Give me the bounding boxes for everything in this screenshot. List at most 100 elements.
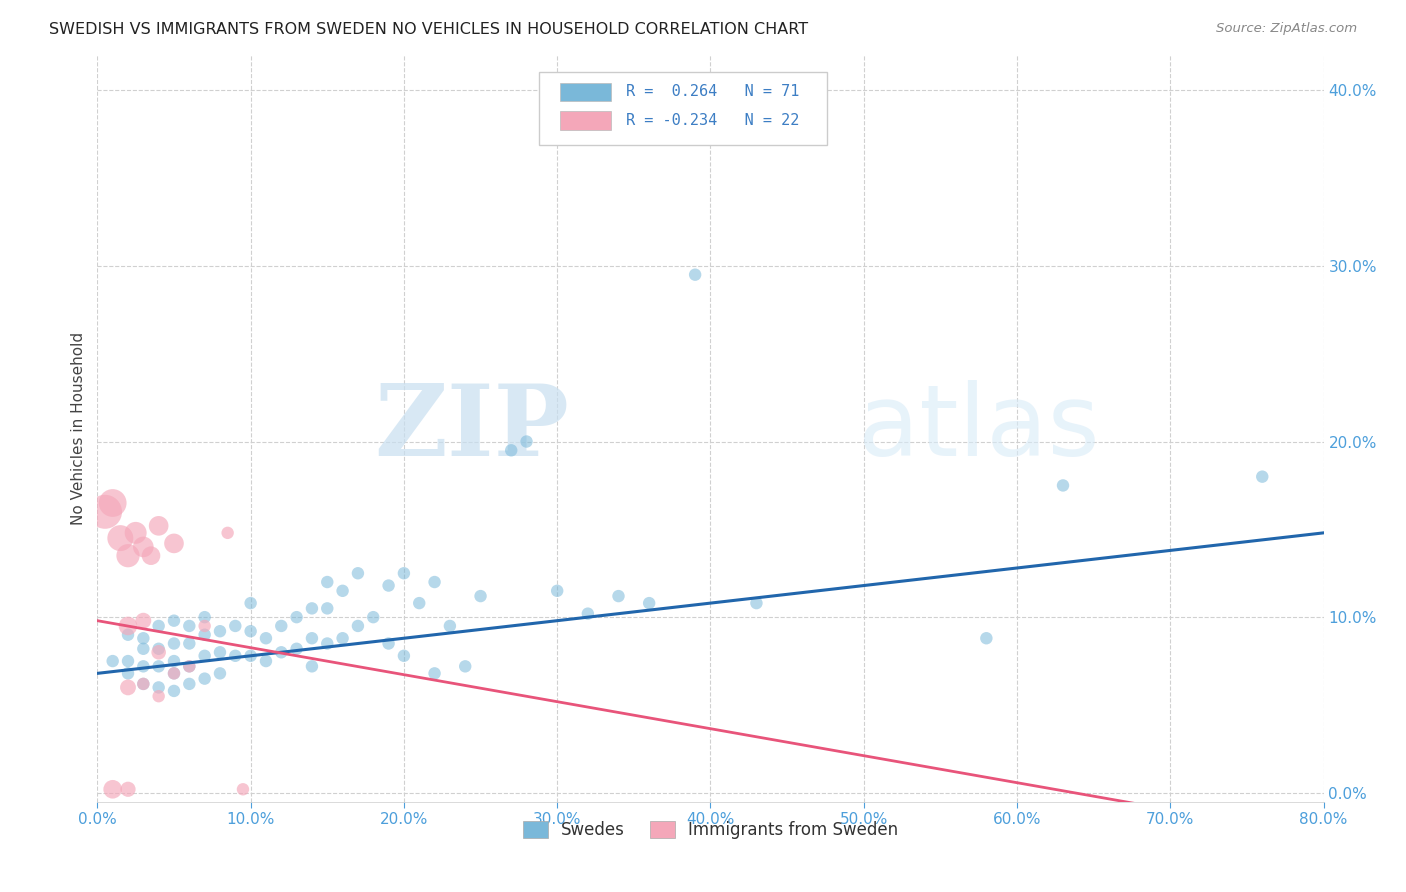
Point: [232, 782, 254, 797]
Point: [148, 645, 170, 659]
Point: [179, 659, 201, 673]
Point: [163, 636, 186, 650]
Point: [301, 601, 323, 615]
Point: [576, 607, 599, 621]
Point: [124, 525, 146, 540]
Point: [117, 628, 139, 642]
Point: [1052, 478, 1074, 492]
Point: [217, 525, 239, 540]
Point: [423, 575, 446, 590]
Point: [347, 566, 370, 581]
Point: [254, 654, 277, 668]
Point: [638, 596, 661, 610]
Point: [301, 659, 323, 673]
Point: [976, 632, 998, 646]
Point: [132, 614, 155, 628]
Point: [94, 505, 117, 519]
Point: [194, 648, 217, 663]
Y-axis label: No Vehicles in Household: No Vehicles in Household: [72, 332, 86, 524]
Point: [208, 624, 231, 639]
Point: [148, 641, 170, 656]
Point: [347, 619, 370, 633]
Point: [239, 624, 262, 639]
Point: [439, 619, 461, 633]
FancyBboxPatch shape: [538, 71, 827, 145]
Point: [194, 628, 217, 642]
Point: [683, 268, 706, 282]
Point: [332, 583, 354, 598]
Point: [179, 677, 201, 691]
Point: [132, 677, 155, 691]
Point: [361, 610, 384, 624]
Point: [408, 596, 430, 610]
Point: [285, 610, 308, 624]
Point: [148, 518, 170, 533]
Point: [208, 666, 231, 681]
Point: [423, 666, 446, 681]
Point: [301, 632, 323, 646]
Point: [163, 666, 186, 681]
Point: [1251, 469, 1274, 483]
Point: [239, 596, 262, 610]
Point: [179, 619, 201, 633]
Text: Source: ZipAtlas.com: Source: ZipAtlas.com: [1216, 22, 1357, 36]
Point: [117, 666, 139, 681]
Point: [377, 578, 399, 592]
Point: [110, 531, 132, 545]
Text: R =  0.264   N = 71: R = 0.264 N = 71: [626, 84, 799, 99]
Point: [745, 596, 768, 610]
Point: [208, 645, 231, 659]
Point: [316, 636, 339, 650]
Point: [607, 589, 630, 603]
Point: [132, 632, 155, 646]
Point: [254, 632, 277, 646]
Text: SWEDISH VS IMMIGRANTS FROM SWEDEN NO VEHICLES IN HOUSEHOLD CORRELATION CHART: SWEDISH VS IMMIGRANTS FROM SWEDEN NO VEH…: [49, 22, 808, 37]
Point: [179, 636, 201, 650]
Point: [132, 677, 155, 691]
Point: [148, 659, 170, 673]
Point: [224, 619, 246, 633]
Point: [148, 619, 170, 633]
Point: [501, 443, 523, 458]
Point: [132, 641, 155, 656]
Bar: [560, 112, 612, 129]
Point: [139, 549, 162, 563]
Point: [132, 659, 155, 673]
Point: [148, 689, 170, 703]
Point: [101, 782, 124, 797]
Point: [163, 666, 186, 681]
Point: [163, 614, 186, 628]
Legend: Swedes, Immigrants from Sweden: Swedes, Immigrants from Sweden: [516, 814, 905, 846]
Point: [392, 648, 415, 663]
Point: [316, 601, 339, 615]
Point: [546, 583, 568, 598]
Point: [194, 672, 217, 686]
Text: atlas: atlas: [858, 380, 1099, 477]
Point: [117, 619, 139, 633]
Point: [117, 782, 139, 797]
Point: [163, 684, 186, 698]
Point: [224, 648, 246, 663]
Point: [270, 619, 292, 633]
Point: [470, 589, 492, 603]
Point: [194, 619, 217, 633]
Point: [194, 610, 217, 624]
Point: [148, 681, 170, 695]
Point: [163, 536, 186, 550]
Point: [101, 654, 124, 668]
Text: ZIP: ZIP: [374, 380, 569, 477]
Point: [454, 659, 477, 673]
Point: [117, 549, 139, 563]
Point: [117, 654, 139, 668]
Point: [179, 659, 201, 673]
Point: [239, 648, 262, 663]
Point: [270, 645, 292, 659]
Point: [117, 681, 139, 695]
Point: [392, 566, 415, 581]
Point: [377, 636, 399, 650]
Point: [316, 575, 339, 590]
Point: [332, 632, 354, 646]
Point: [101, 496, 124, 510]
Point: [132, 540, 155, 554]
Point: [515, 434, 537, 449]
